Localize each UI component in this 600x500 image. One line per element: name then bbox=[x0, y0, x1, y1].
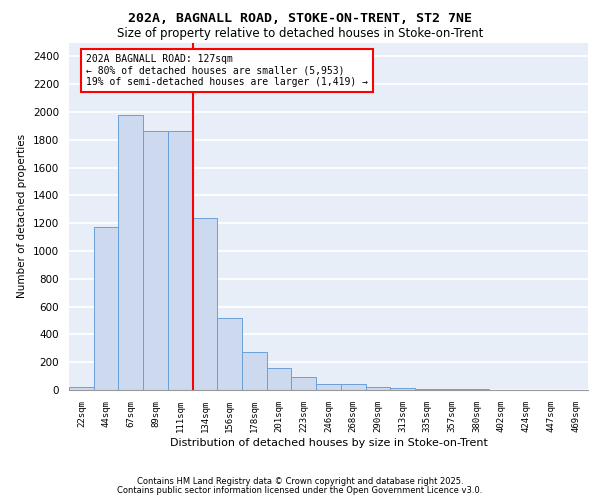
Text: Contains public sector information licensed under the Open Government Licence v3: Contains public sector information licen… bbox=[118, 486, 482, 495]
Text: 202A BAGNALL ROAD: 127sqm
← 80% of detached houses are smaller (5,953)
19% of se: 202A BAGNALL ROAD: 127sqm ← 80% of detac… bbox=[86, 54, 368, 87]
Text: 202A, BAGNALL ROAD, STOKE-ON-TRENT, ST2 7NE: 202A, BAGNALL ROAD, STOKE-ON-TRENT, ST2 … bbox=[128, 12, 472, 26]
Bar bbox=[143, 132, 168, 390]
Text: Contains HM Land Registry data © Crown copyright and database right 2025.: Contains HM Land Registry data © Crown c… bbox=[137, 477, 463, 486]
Bar bbox=[292, 378, 316, 390]
Y-axis label: Number of detached properties: Number of detached properties bbox=[17, 134, 28, 298]
Bar bbox=[168, 132, 193, 390]
Bar bbox=[217, 318, 242, 390]
Bar bbox=[341, 384, 365, 390]
Bar bbox=[242, 352, 267, 390]
X-axis label: Distribution of detached houses by size in Stoke-on-Trent: Distribution of detached houses by size … bbox=[170, 438, 487, 448]
Bar bbox=[94, 228, 118, 390]
Bar bbox=[316, 384, 341, 390]
Bar bbox=[69, 386, 94, 390]
Bar bbox=[193, 218, 217, 390]
Bar bbox=[267, 368, 292, 390]
Text: Size of property relative to detached houses in Stoke-on-Trent: Size of property relative to detached ho… bbox=[117, 28, 483, 40]
Bar bbox=[365, 387, 390, 390]
Bar bbox=[415, 388, 440, 390]
Bar bbox=[118, 115, 143, 390]
Bar bbox=[390, 388, 415, 390]
